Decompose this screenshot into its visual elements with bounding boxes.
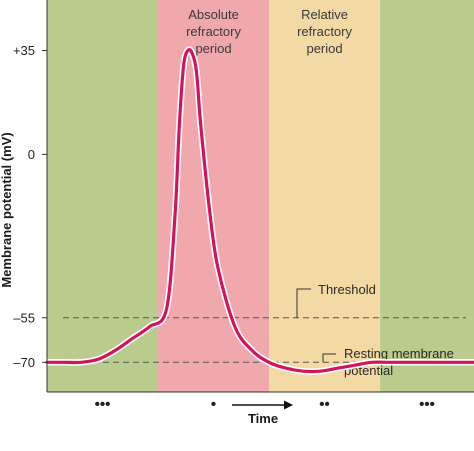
membrane-potential-curve <box>43 46 474 375</box>
threshold-leader <box>296 288 311 318</box>
time-arrow <box>232 400 293 410</box>
y-tick-label-3: –70 <box>13 355 35 370</box>
axes <box>46 0 474 393</box>
region-band-2 <box>269 0 381 392</box>
x-axis-label: Time <box>248 411 278 426</box>
region-dots-2: •• <box>319 396 330 413</box>
region-band-0 <box>47 0 159 392</box>
resting-leader <box>322 353 336 363</box>
region-dots-3: ••• <box>419 396 435 413</box>
membrane-potential-line <box>45 48 474 374</box>
threshold-label: Threshold <box>318 282 376 297</box>
region-label-2: Relative refractory period <box>297 7 352 56</box>
stimulus-dots: ••• • •• ••• <box>95 396 435 413</box>
region-dots-0: ••• <box>95 396 111 413</box>
y-tick-labels: +35 0 –55 –70 <box>13 43 47 370</box>
refractory-regions <box>47 0 474 392</box>
y-axis-label: Membrane potential (mV) <box>0 132 14 287</box>
y-tick-label-2: –55 <box>13 310 35 325</box>
y-tick-label-1: 0 <box>28 147 35 162</box>
y-tick-label-0: +35 <box>13 43 35 58</box>
region-label-1: Absolute refractory period <box>186 7 241 56</box>
region-band-3 <box>380 0 474 392</box>
region-labels: Absolute refractory period Relative refracto… <box>186 7 352 56</box>
region-dots-1: • <box>211 396 216 413</box>
